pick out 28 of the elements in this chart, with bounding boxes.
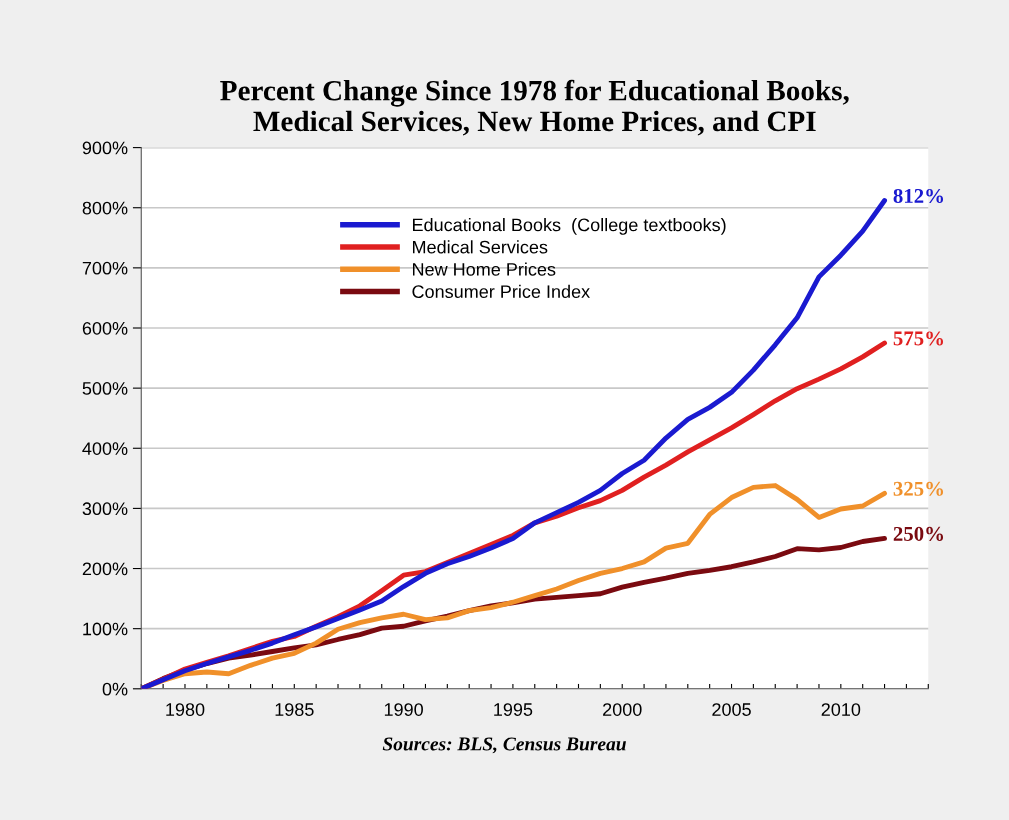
y-tick-label: 900% — [82, 141, 128, 155]
source-note: Sources: BLS, Census Bureau — [382, 737, 626, 754]
y-tick-label: 400% — [82, 442, 128, 455]
x-tick-label: 1985 — [275, 703, 314, 716]
annotation: 812% — [893, 188, 944, 204]
annotation: 325% — [893, 481, 944, 496]
legend-label: New Home Prices — [412, 262, 556, 276]
x-tick-label: 2005 — [712, 703, 751, 716]
annotation: 250% — [893, 526, 944, 541]
legend-label: Consumer Price Index — [412, 284, 590, 299]
x-tick-label: 1980 — [166, 703, 205, 716]
x-tick-label: 2000 — [603, 703, 642, 716]
x-tick-label: 2010 — [821, 703, 861, 716]
y-tick-label: 100% — [83, 622, 128, 636]
chart-title: Percent Change Since 1978 for Educational Books, Medical Services, New Home Prices, and CPI — [220, 79, 849, 136]
y-tick-label: 500% — [82, 382, 128, 395]
annotation: 575% — [893, 331, 944, 346]
y-tick-label: 200% — [82, 562, 128, 576]
y-tick-label: 600% — [82, 321, 128, 335]
y-tick-label: 300% — [82, 502, 128, 516]
legend-label: Medical Services — [412, 240, 548, 254]
line-series — [141, 198, 887, 689]
y-tick-label: 800% — [82, 201, 128, 215]
x-tick-label: 1995 — [494, 703, 533, 716]
y-tick-label: 0% — [102, 682, 128, 696]
y-tick-label: 700% — [82, 261, 128, 275]
x-tick-label: 1990 — [384, 703, 423, 716]
legend-label: Educational Books (College textbooks) — [412, 218, 726, 235]
